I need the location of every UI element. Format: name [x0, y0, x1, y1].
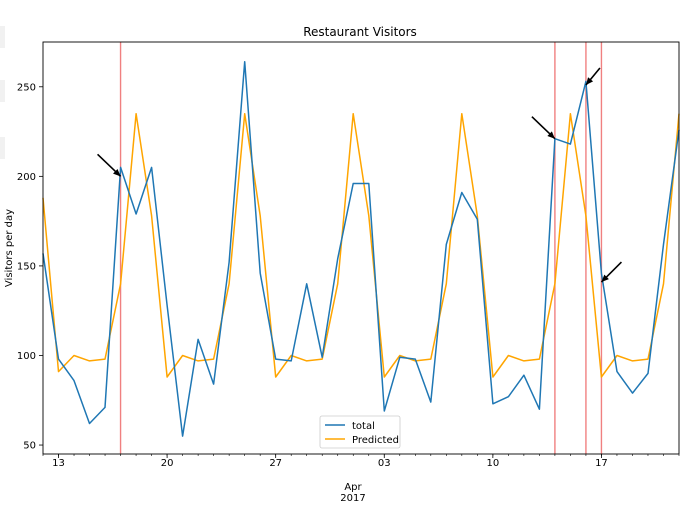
chart-title: Restaurant Visitors	[303, 25, 417, 39]
annotation-arrow	[600, 261, 623, 283]
year-label: 2017	[340, 493, 365, 504]
arrow-head	[601, 274, 609, 283]
side-tab	[0, 137, 5, 159]
annotation-arrow	[585, 67, 601, 86]
annotation-arrow	[531, 116, 556, 140]
annotation-arrow	[97, 153, 122, 177]
y-tick-label: 250	[17, 82, 36, 93]
x-tick-label: 10	[486, 458, 499, 469]
series-line-predicted	[42, 112, 680, 378]
legend-box	[319, 415, 401, 449]
x-tick-label: 13	[52, 458, 65, 469]
legend-label-total: total	[352, 421, 375, 432]
x-tick-label: 17	[595, 458, 608, 469]
y-tick-label: 100	[17, 351, 36, 362]
arrow-head	[585, 77, 594, 85]
side-tab	[0, 80, 5, 102]
month-label: Apr	[344, 482, 362, 493]
arrow-head	[547, 131, 555, 139]
plot-frame	[42, 41, 680, 455]
y-tick-label: 150	[17, 261, 36, 272]
y-tick-label: 200	[17, 172, 36, 183]
arrow-head	[113, 168, 121, 177]
y-axis-label: Visitors per day	[4, 209, 15, 287]
legend: total Predicted	[319, 415, 401, 449]
x-tick-label: 03	[378, 458, 391, 469]
legend-label-predicted: Predicted	[352, 435, 399, 446]
series-line-total	[42, 60, 680, 437]
y-tick-label: 50	[23, 441, 36, 452]
x-tick-label: 27	[269, 458, 282, 469]
side-tab	[0, 26, 5, 48]
x-tick-label: 20	[161, 458, 174, 469]
